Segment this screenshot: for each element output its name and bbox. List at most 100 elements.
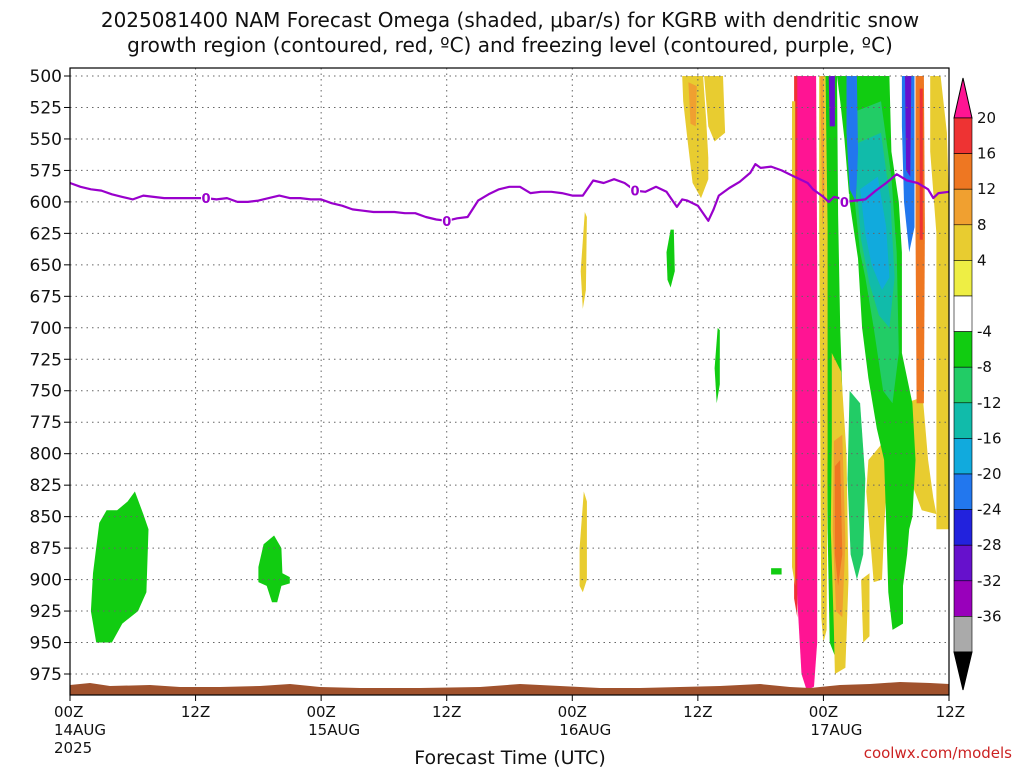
omega-region-13 [930,76,949,530]
omega-region-21 [860,176,890,290]
y-tick-label-925: 925 [30,602,62,622]
omega-region-30 [834,460,843,586]
omega-region-16 [919,88,923,240]
colorbar-label-1: 16 [977,145,996,163]
y-axis-ticks: 500 525 550 575 600 625 650 675 700 725 750 775 800 8… [30,67,70,685]
plot-area: 0 0 0 0 [70,68,949,695]
colorbar-segment-0 [953,117,973,154]
y-tick-label-625: 625 [30,224,62,244]
freezing-level-line [70,163,949,222]
y-tick-label-575: 575 [30,161,62,181]
colorbar-segment-3 [953,224,973,261]
omega-region-26 [819,76,828,643]
colorbar-label-8: -16 [977,429,1002,447]
omega-region-34 [792,101,796,586]
x-tick-time-36: 12Z [432,703,461,721]
y-tick-label-800: 800 [30,445,62,465]
colorbar-label-4: 4 [977,251,987,269]
colorbar-top-arrow [953,77,973,119]
y-tick-label-850: 850 [30,508,62,528]
x-tick-time-24: 00Z [306,703,335,721]
omega-region-1 [258,535,290,603]
y-tick-label-950: 950 [30,634,62,654]
colorbar-segment-12 [953,544,973,582]
y-tick-label-700: 700 [30,319,62,339]
colorbar-segment-10 [953,473,973,510]
x-tick-time-60: 12Z [683,703,712,721]
x-tick-time-12: 12Z [181,703,210,721]
colorbar-segment-7 [953,366,973,404]
colorbar-segment-11 [953,509,973,546]
y-tick-label-875: 875 [30,539,62,559]
plot-frame [69,67,950,696]
y-tick-label-725: 725 [30,350,62,370]
freezing-label-bg-1 [441,212,452,228]
colorbar-segment-14 [953,616,973,653]
omega-region-0 [90,491,149,643]
freezing-label-2: 0 [631,185,640,200]
colorbar-segment-1 [953,153,973,190]
colorbar-segment-2 [953,188,973,226]
x-tick-date-48: 16AUG [559,721,611,739]
colorbar-segment-8 [953,402,973,439]
colorbar-segment-6 [953,331,973,368]
y-tick-label-650: 650 [30,256,62,276]
grid [70,68,949,695]
y-tick-label-550: 550 [30,130,62,150]
freezing-label-0: 0 [202,192,211,207]
freezing-level-contour: 0 0 0 0 [70,163,949,230]
freezing-label-bg-0 [201,190,212,206]
omega-shading [90,76,949,691]
y-tick-label-900: 900 [30,571,62,591]
omega-region-5 [580,212,587,309]
colorbar-label-10: -24 [977,501,1002,519]
freezing-label-bg-3 [839,193,850,209]
colorbar-label-3: 8 [977,216,987,234]
x-tick-time-0: 00Z [54,703,83,721]
omega-region-11 [861,573,870,643]
freezing-label-bg-2 [630,182,641,198]
omega-region-31 [847,390,866,580]
colorbar-segment-9 [953,438,973,475]
x-tick-date-72: 17AUG [810,721,862,739]
colorbar-label-11: -28 [977,536,1002,554]
colorbar-label-9: -20 [977,465,1002,483]
x-tick-time-72: 00Z [809,703,838,721]
omega-region-23 [905,76,912,177]
colorbar-label-5: -4 [977,323,992,341]
colorbar-label-13: -36 [977,607,1002,625]
y-tick-label-675: 675 [30,287,62,307]
omega-region-9 [688,82,697,127]
y-tick-label-750: 750 [30,382,62,402]
x-tick-date-0: 14AUG [54,721,106,739]
omega-region-6 [579,491,587,593]
x-axis-label: Forecast Time (UTC) [414,747,605,768]
y-tick-label-525: 525 [30,98,62,118]
chart-title-line-1: 2025081400 NAM Forecast Omega (shaded, μ… [101,8,919,32]
colorbar: 20 16 12 8 4 -4 -8 -12 -16 -20 -24 -28 -32 -36 [953,77,1002,691]
omega-region-2 [666,229,675,288]
freezing-label-3: 0 [840,196,849,211]
x-tick-time-84: 12Z [936,703,965,721]
omega-region-25 [828,76,835,127]
colorbar-label-0: 20 [977,109,996,127]
colorbar-segment-4 [953,260,973,297]
colorbar-bottom-arrow [953,651,973,691]
colorbar-label-12: -32 [977,572,1002,590]
omega-region-10 [866,443,888,583]
y-tick-label-500: 500 [30,67,62,87]
y-tick-label-775: 775 [30,413,62,433]
chart-title-line-2: growth region (contoured, red, ºC) and f… [127,33,893,57]
x-tick-year-0: 2025 [54,739,92,757]
omega-region-32 [796,76,818,691]
freezing-label-1: 0 [442,215,451,230]
y-tick-label-825: 825 [30,476,62,496]
y-tick-label-975: 975 [30,665,62,685]
omega-region-4 [771,568,782,575]
terrain-ground [70,682,949,695]
x-tick-time-48: 00Z [558,703,587,721]
credit-text: coolwx.com/models [864,744,1012,762]
colorbar-label-2: 12 [977,180,996,198]
